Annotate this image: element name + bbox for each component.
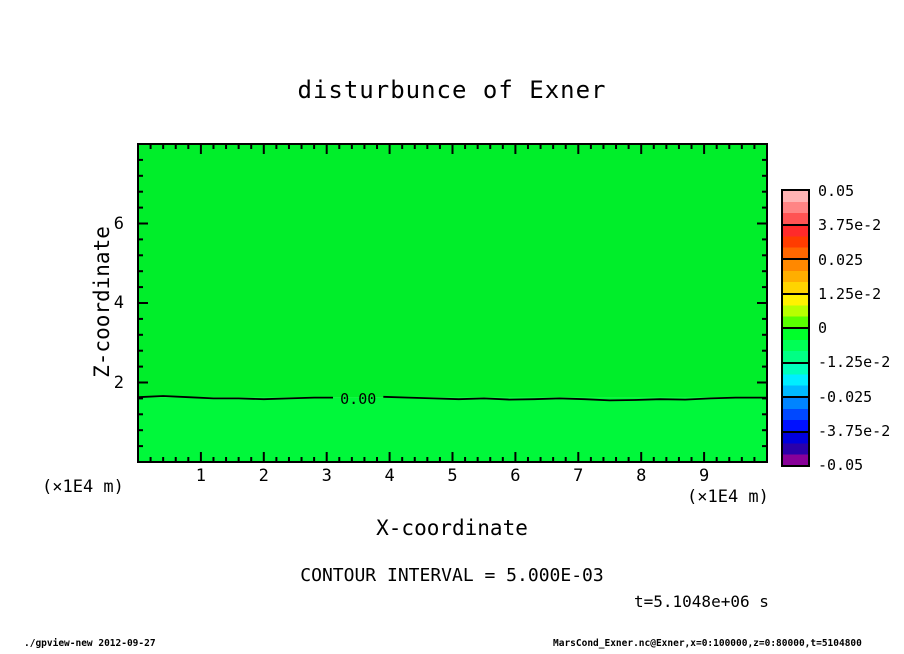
zero-contour-line xyxy=(137,395,333,401)
x-tick-label: 9 xyxy=(698,466,710,486)
x-tick-label: 1 xyxy=(195,466,207,486)
colorbar-box xyxy=(783,258,808,293)
colorbar-box xyxy=(783,327,808,362)
colorbar-tick-label: -0.05 xyxy=(818,456,864,474)
colorbar-tick-label: 0.025 xyxy=(818,250,864,269)
x-tick-label: 6 xyxy=(510,466,521,486)
colorbar-box xyxy=(783,430,808,465)
x-axis-unit-label: (×1E4 m) xyxy=(687,487,769,507)
colorbar-tick-label: 0.05 xyxy=(818,182,855,200)
colorbar-box xyxy=(783,191,808,224)
colorbar-tick-label: -0.025 xyxy=(818,387,873,406)
y-tick-label: 6 xyxy=(113,213,124,234)
contour-interval-note: CONTOUR INTERVAL = 5.000E-03 xyxy=(300,565,604,586)
field-upper-band xyxy=(138,144,767,398)
y-axis-unit-label: (×1E4 m) xyxy=(42,477,124,497)
y-tick-label: 4 xyxy=(113,293,124,313)
x-tick-label: 4 xyxy=(384,466,395,486)
colorbar-box xyxy=(783,361,808,396)
footer-program-stamp: ./gpview-new 2012-09-27 xyxy=(24,638,156,649)
colorbar-box xyxy=(783,396,808,431)
x-tick-label: 2 xyxy=(258,466,269,486)
field-lower-band xyxy=(138,397,767,462)
colorbar-tick-label: -1.25e-2 xyxy=(818,353,891,372)
y-tick-label: 2 xyxy=(113,372,124,393)
plot-border xyxy=(137,143,768,463)
zero-contour-line xyxy=(383,395,767,402)
timestamp-label: t=5.1048e+06 s xyxy=(634,592,769,611)
colorbar-box xyxy=(783,292,808,327)
colorbar-tick-label: 1.25e-2 xyxy=(818,284,882,303)
colorbar xyxy=(781,189,810,467)
chart-title: disturbunce of Exner xyxy=(297,76,607,104)
footer-datasource-stamp: MarsCond_Exner.nc@Exner,x=0:100000,z=0:8… xyxy=(553,638,862,649)
x-tick-label: 8 xyxy=(636,466,647,486)
x-tick-label: 3 xyxy=(321,466,332,486)
contour-line-label: 0.00 xyxy=(340,389,377,408)
colorbar-tick-label: 3.75e-2 xyxy=(818,216,882,235)
x-axis-label: X-coordinate xyxy=(376,516,528,540)
x-tick-label: 5 xyxy=(447,466,458,486)
colorbar-box xyxy=(783,223,808,258)
x-tick-label: 7 xyxy=(573,466,584,486)
colorbar-tick-label: -3.75e-2 xyxy=(818,421,891,440)
colorbar-tick-label: 0 xyxy=(818,319,828,337)
